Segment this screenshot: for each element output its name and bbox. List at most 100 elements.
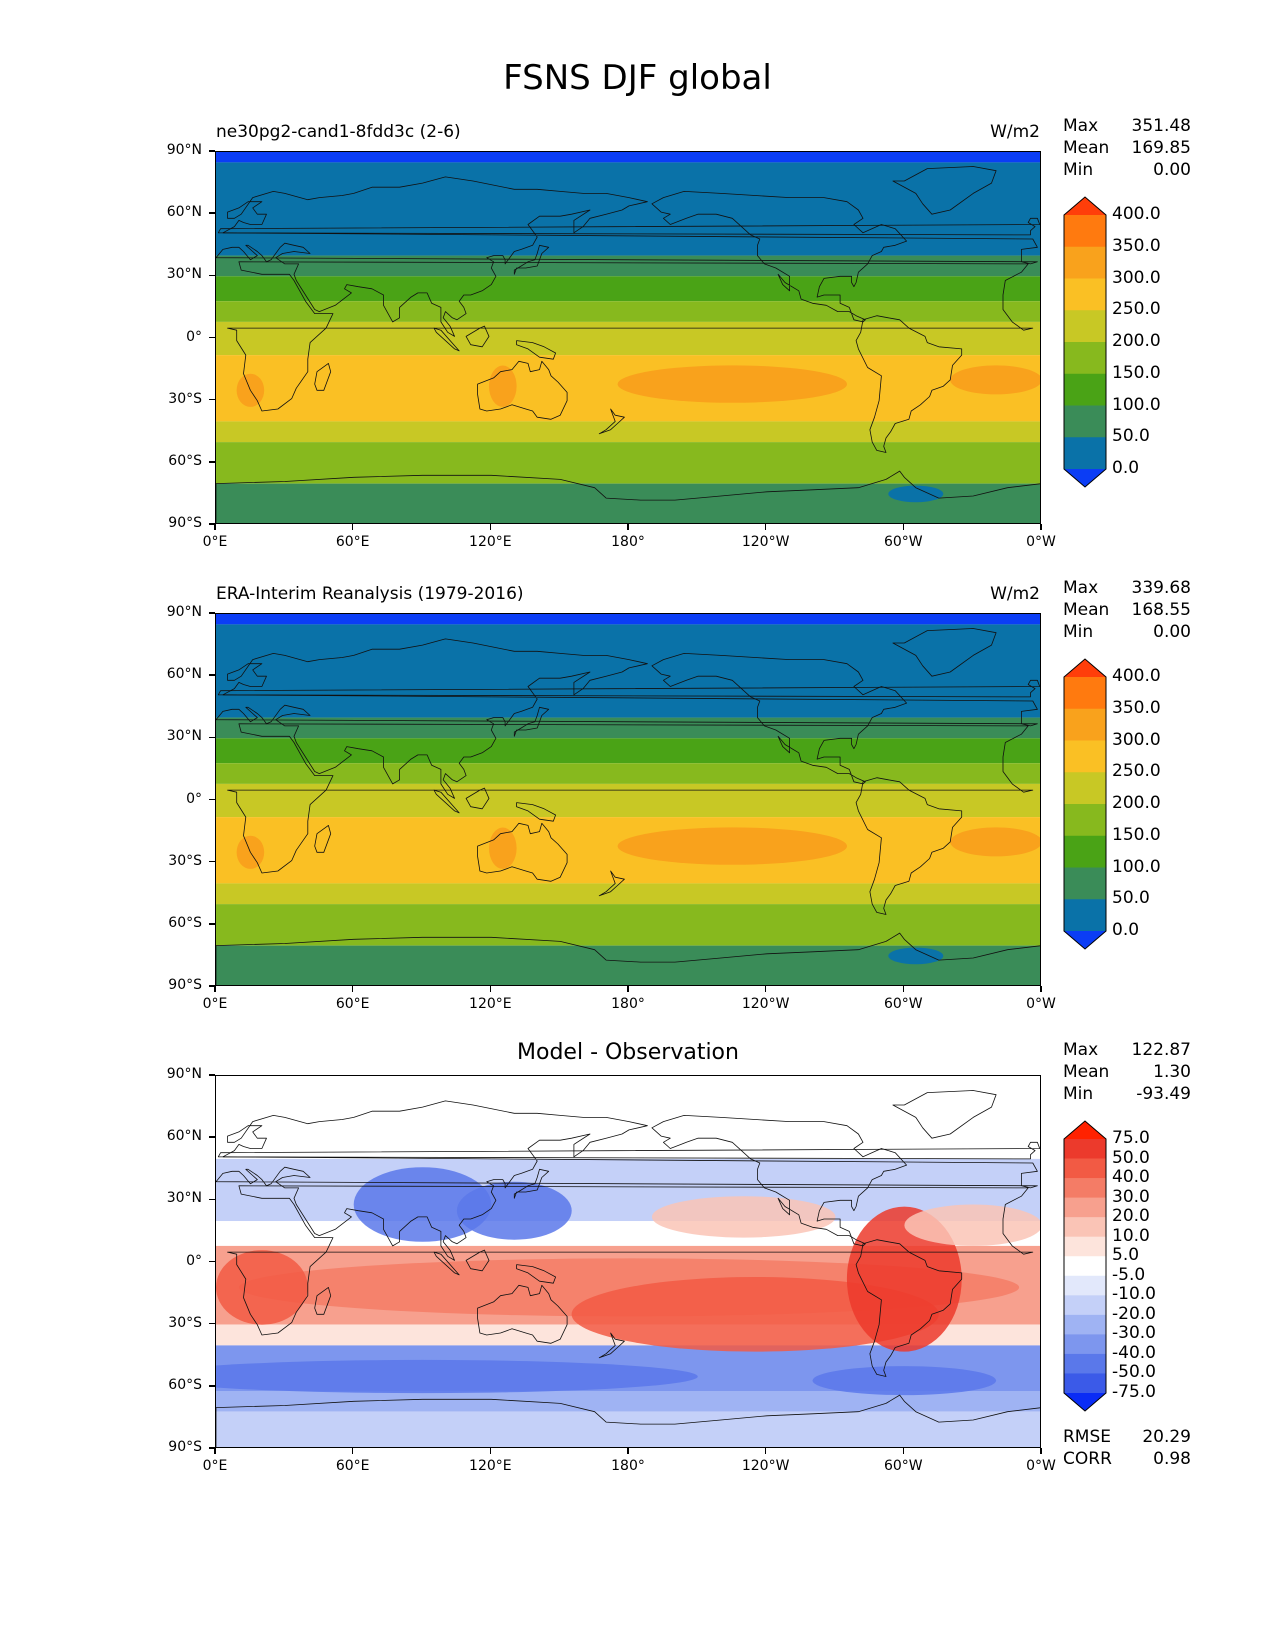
colorbar-tick-label: 50.0: [1112, 1147, 1150, 1168]
lon-tick-label: 60°W: [883, 534, 923, 550]
colorbar-segment: [1064, 1139, 1106, 1159]
panel-units: W/m2: [990, 122, 1040, 142]
lat-tick-mark: [209, 1074, 215, 1076]
lat-tick-mark: [209, 923, 215, 925]
anomaly-blob: [904, 1204, 1040, 1246]
map-panel-difference: Model - Observation 90°N 60°N 30°N 0° 30°S 60°…: [0, 0, 1275, 1474]
field-band: [216, 276, 1040, 302]
lat-tick-label: 0°: [186, 328, 202, 345]
lon-tick-mark: [214, 524, 216, 530]
colorbar-segment: [1064, 1178, 1106, 1199]
stat-label: Max: [1063, 578, 1099, 598]
lon-tick-mark: [1040, 1448, 1042, 1454]
colorbar-tick-label: 150.0: [1112, 824, 1161, 845]
coastline-madagascar: [314, 825, 332, 853]
stat-label: CORR: [1063, 1449, 1112, 1469]
coastline-greenland: [892, 166, 997, 215]
colorbar-tick-label: -40.0: [1112, 1342, 1156, 1363]
colorbar-segment: [1064, 373, 1106, 406]
colorbar-segment: [1064, 437, 1106, 470]
coastline-north-america: [651, 653, 907, 785]
coastline-new-zealand: [598, 408, 625, 435]
lon-tick-mark: [627, 524, 629, 530]
colorbar-tick-label: 300.0: [1112, 267, 1161, 288]
colorbar-tick-label: 250.0: [1112, 299, 1161, 320]
field-band: [216, 904, 1040, 946]
field-band: [216, 301, 1040, 322]
field-blob: [888, 947, 944, 965]
coastline-borneo: [465, 325, 490, 348]
lat-tick-label: 30°N: [166, 728, 202, 745]
lat-tick-mark: [209, 1198, 215, 1201]
stats-block: Max 351.48 Mean 169.85 Min 0.00: [1063, 115, 1191, 181]
anomaly-blob: [456, 1181, 572, 1240]
lat-tick-mark: [209, 860, 215, 863]
lon-tick-label: 60°E: [335, 534, 370, 550]
colorbar: [1063, 1120, 1107, 1412]
lon-tick-label: 120°W: [741, 1458, 790, 1474]
stat-value: 339.68: [1131, 578, 1191, 598]
coastline-eurasia: [216, 176, 1038, 337]
lon-tick-mark: [1040, 986, 1042, 992]
colorbar-tick-label: 350.0: [1112, 235, 1161, 256]
stat-value: -93.49: [1136, 1084, 1191, 1104]
colorbar-extend-min: [1064, 931, 1106, 949]
coastline-africa: [227, 261, 1034, 412]
stat-label: RMSE: [1063, 1427, 1112, 1447]
lon-tick-label: 180°: [611, 534, 645, 550]
colorbar-segment: [1064, 1158, 1106, 1179]
lat-tick-label: 90°S: [168, 515, 202, 531]
lon-tick-label: 0°W: [1026, 534, 1056, 550]
lon-tick-label: 0°E: [202, 534, 228, 550]
stat-label: Min: [1063, 622, 1094, 642]
map-frame: [215, 151, 1041, 524]
coastline-sumatra: [433, 1251, 460, 1276]
coastline-eurasia: [216, 1100, 1038, 1261]
lon-tick-mark: [1040, 524, 1042, 530]
stat-value: 1.30: [1153, 1062, 1191, 1082]
stat-row: Min 0.00: [1063, 621, 1191, 643]
colorbar-tick-label: 200.0: [1112, 331, 1161, 351]
colorbar-segment: [1064, 1295, 1106, 1316]
colorbar-tick-label: 30.0: [1112, 1186, 1150, 1207]
coastline-antarctica: [216, 470, 1040, 523]
lon-tick-mark: [351, 986, 354, 992]
colorbar-segment: [1064, 405, 1106, 438]
coastline-australia: [477, 360, 568, 420]
coastline-madagascar: [314, 363, 332, 391]
field-band: [216, 783, 1040, 818]
lon-tick-label: 180°: [611, 1458, 645, 1474]
lon-tick-label: 0°W: [1026, 1458, 1056, 1474]
coastline-south-america: [855, 1239, 963, 1377]
lon-tick-label: 120°E: [469, 996, 512, 1012]
stat-label: Min: [1063, 160, 1094, 180]
stat-label: Mean: [1063, 1062, 1110, 1082]
colorbar-segment: [1064, 899, 1106, 932]
field-blob: [888, 485, 944, 503]
bottom-stats-block: RMSE 20.29 CORR 0.98: [1063, 1426, 1191, 1470]
lon-tick-mark: [489, 986, 492, 992]
stat-row: Mean 168.55: [1063, 599, 1191, 621]
lon-tick-mark: [351, 524, 354, 530]
colorbar-extend-min: [1064, 1393, 1106, 1411]
colorbar-segment: [1064, 1373, 1106, 1394]
stat-label: Min: [1063, 1084, 1094, 1104]
lat-tick-mark: [209, 1260, 215, 1263]
colorbar-tick-label: -30.0: [1112, 1323, 1156, 1344]
lat-tick-mark: [209, 398, 215, 401]
lon-tick-mark: [214, 1448, 216, 1454]
lat-tick-label: 30°S: [168, 390, 202, 407]
colorbar-segment: [1064, 804, 1106, 837]
lon-tick-label: 60°W: [883, 1458, 923, 1474]
lat-tick-mark: [209, 1447, 215, 1449]
panel-left-title: ne30pg2-cand1-8fdd3c (2-6): [216, 122, 461, 142]
coastline-new-guinea: [516, 1264, 556, 1284]
stat-label: Max: [1063, 116, 1099, 136]
coastline-antarctica: [216, 932, 1040, 985]
lat-tick-mark: [209, 985, 215, 987]
colorbar-segment: [1064, 1334, 1106, 1355]
anomaly-blob: [216, 1359, 698, 1394]
lat-tick-mark: [209, 1385, 215, 1387]
stat-value: 0.00: [1153, 622, 1191, 642]
stat-row: Max 351.48: [1063, 115, 1191, 137]
